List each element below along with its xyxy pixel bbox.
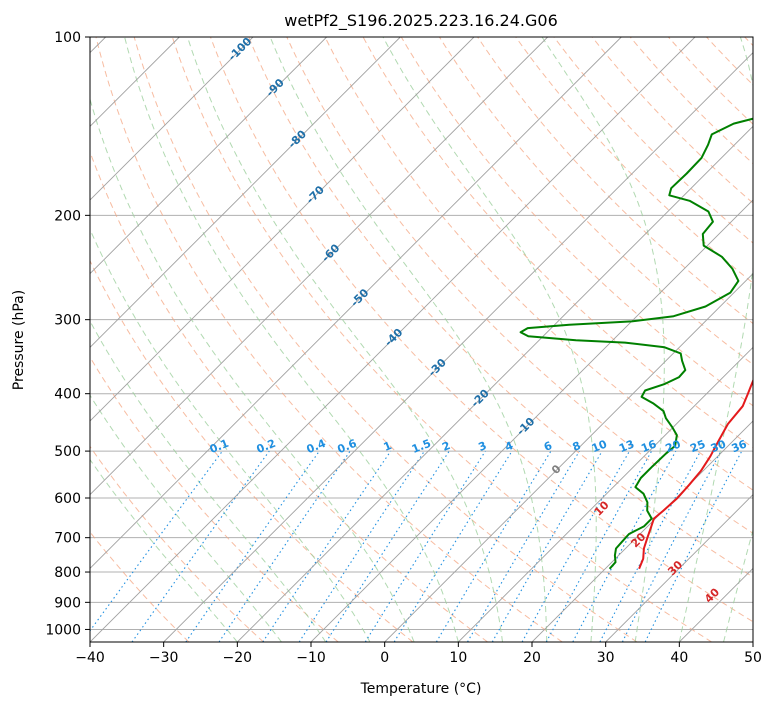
y-tick-label: 500: [54, 444, 81, 460]
x-tick-label: 30: [597, 650, 615, 666]
y-tick-label: 600: [54, 491, 81, 507]
y-tick-label: 400: [54, 387, 81, 403]
y-tick-label: 800: [54, 565, 81, 581]
x-tick-label: −20: [223, 650, 253, 666]
x-tick-label: 20: [523, 650, 541, 666]
x-axis-label: Temperature (°C): [360, 681, 482, 697]
x-tick-label: −30: [149, 650, 179, 666]
y-tick-label: 100: [54, 30, 81, 46]
chart-title: wetPf2_S196.2025.223.16.24.G06: [284, 11, 558, 31]
y-axis-label: Pressure (hPa): [11, 290, 27, 390]
x-tick-label: 40: [670, 650, 688, 666]
y-tick-label: 300: [54, 313, 81, 329]
y-tick-label: 200: [54, 208, 81, 224]
x-tick-label: 50: [744, 650, 762, 666]
y-tick-label: 700: [54, 531, 81, 547]
y-tick-label: 1000: [45, 622, 81, 638]
y-tick-label: 900: [54, 595, 81, 611]
x-tick-label: −40: [75, 650, 105, 666]
x-tick-label: 10: [449, 650, 467, 666]
x-tick-label: −10: [296, 650, 326, 666]
x-tick-label: 0: [380, 650, 389, 666]
